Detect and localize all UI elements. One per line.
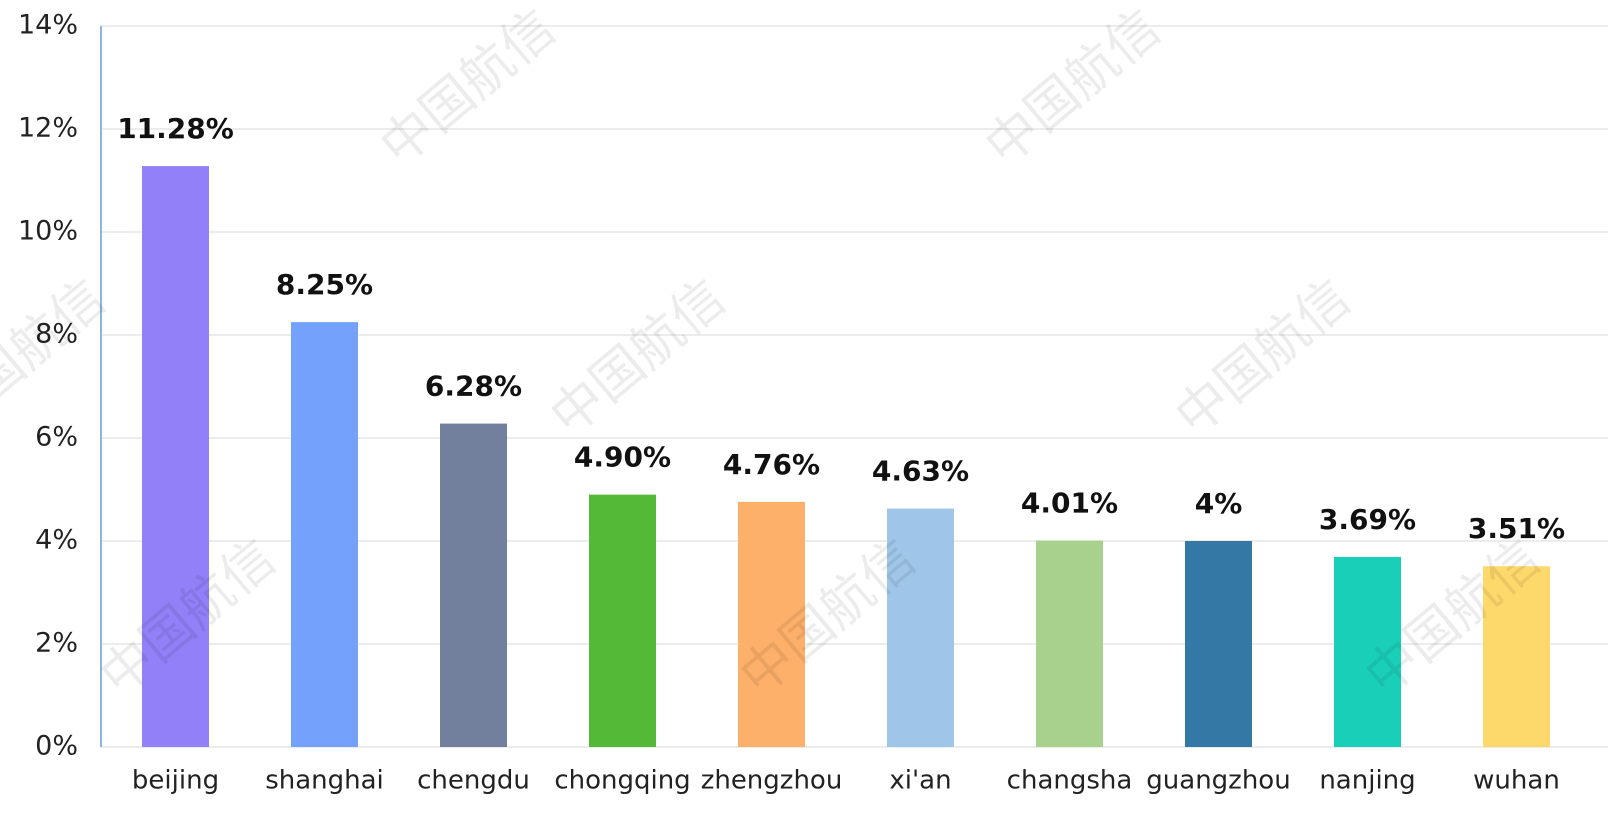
bar: [291, 322, 358, 747]
x-tick-label: zhengzhou: [701, 766, 843, 796]
y-tick-label: 4%: [35, 525, 78, 556]
x-tick-label: chongqing: [554, 766, 690, 796]
y-tick-label: 0%: [35, 731, 78, 762]
value-label: 6.28%: [425, 370, 522, 403]
value-label: 11.28%: [117, 112, 234, 145]
value-label: 4.76%: [723, 448, 820, 481]
value-label: 4.90%: [574, 441, 671, 474]
y-tick-label: 10%: [18, 216, 78, 247]
value-label: 3.69%: [1319, 503, 1416, 536]
bar: [738, 501, 805, 747]
x-tick-label: guangzhou: [1146, 766, 1290, 796]
y-tick-label: 8%: [35, 319, 78, 350]
bar: [1185, 541, 1252, 747]
x-tick-label: changsha: [1007, 766, 1133, 796]
bar: [1334, 556, 1401, 747]
y-tick-label: 14%: [18, 10, 78, 41]
x-tick-label: shanghai: [265, 766, 384, 796]
bar: [440, 423, 507, 747]
bar: [1483, 566, 1550, 747]
value-label: 4.63%: [872, 455, 969, 488]
x-tick-label: xi'an: [889, 766, 951, 796]
bar: [1036, 540, 1103, 747]
x-tick-label: beijing: [132, 766, 219, 796]
y-tick-label: 12%: [18, 113, 78, 144]
y-tick-label: 6%: [35, 422, 78, 453]
x-tick-label: wuhan: [1473, 766, 1560, 796]
value-label: 8.25%: [276, 268, 373, 301]
bar: [142, 166, 209, 747]
value-label: 4%: [1195, 487, 1243, 520]
x-tick-label: chengdu: [417, 766, 530, 796]
x-tick-label: nanjing: [1319, 766, 1415, 796]
y-tick-label: 2%: [35, 628, 78, 659]
value-label: 4.01%: [1021, 486, 1118, 519]
watermark: 中国航信: [974, 0, 1172, 178]
watermark: 中国航信: [369, 0, 567, 178]
watermark: 中国航信: [539, 268, 737, 448]
watermark: 中国航信: [1164, 268, 1362, 448]
bar: [589, 494, 656, 747]
bar: [887, 508, 954, 747]
value-label: 3.51%: [1468, 512, 1565, 545]
